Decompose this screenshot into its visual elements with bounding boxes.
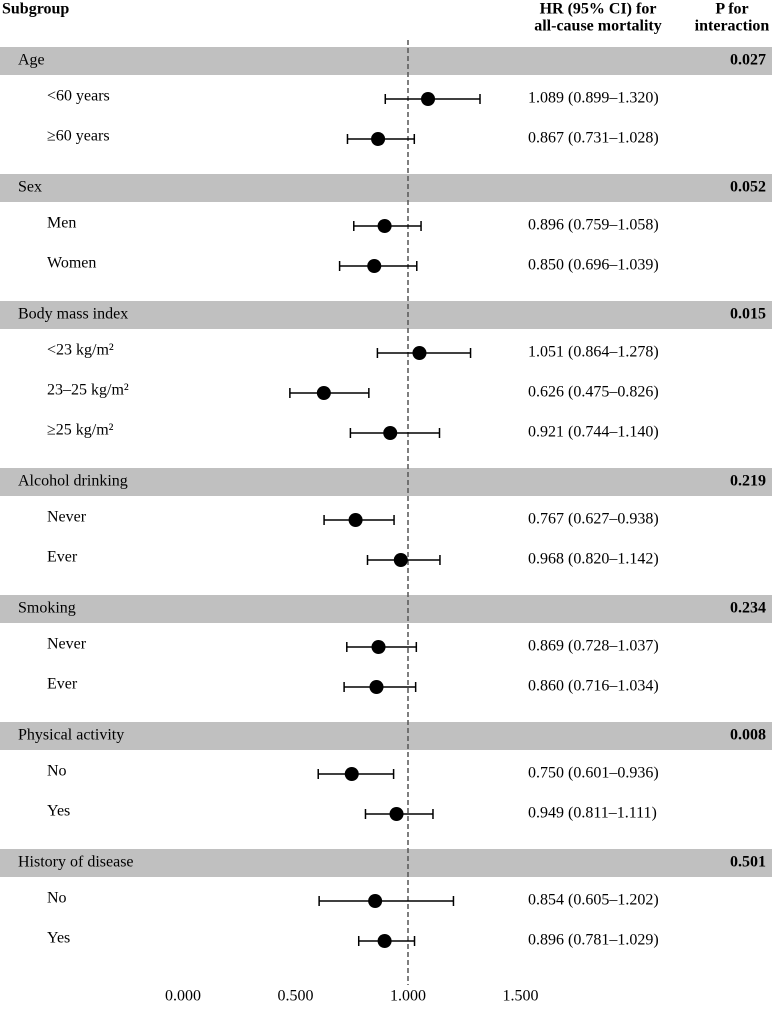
group-band bbox=[0, 174, 772, 202]
group-name: Alcohol drinking bbox=[18, 473, 128, 490]
group-band bbox=[0, 468, 772, 496]
p-header: P for bbox=[715, 1, 748, 18]
subgroup-label: No bbox=[47, 763, 67, 780]
hr-label: 0.854 (0.605–1.202) bbox=[528, 892, 659, 909]
group-band bbox=[0, 722, 772, 750]
hr-point bbox=[383, 426, 398, 440]
hr-point bbox=[316, 386, 331, 400]
x-tick-label: 1.500 bbox=[503, 988, 539, 1005]
p-interaction: 0.008 bbox=[730, 727, 766, 744]
hr-label: 0.860 (0.716–1.034) bbox=[528, 678, 659, 695]
subgroup-label: Never bbox=[47, 509, 87, 526]
group-name: Age bbox=[18, 52, 45, 69]
x-tick-label: 0.000 bbox=[165, 988, 201, 1005]
x-tick-label: 0.500 bbox=[278, 988, 314, 1005]
subgroup-label: 23–25 kg/m² bbox=[47, 382, 129, 399]
subgroup-label: Ever bbox=[47, 549, 78, 566]
hr-label: 0.869 (0.728–1.037) bbox=[528, 638, 659, 655]
x-tick-label: 1.000 bbox=[390, 988, 426, 1005]
group-band bbox=[0, 47, 772, 75]
hr-point bbox=[389, 807, 404, 821]
hr-point bbox=[377, 219, 392, 233]
subgroup-label: <60 years bbox=[47, 88, 110, 105]
hr-point bbox=[371, 640, 386, 654]
p-interaction: 0.052 bbox=[730, 179, 766, 196]
group-name: Smoking bbox=[18, 600, 76, 617]
group-name: Sex bbox=[18, 179, 42, 196]
subgroup-label: ≥25 kg/m² bbox=[47, 422, 114, 439]
hr-point bbox=[348, 513, 363, 527]
hr-label: 0.850 (0.696–1.039) bbox=[528, 257, 659, 274]
p-interaction: 0.234 bbox=[730, 600, 766, 617]
group-name: Physical activity bbox=[18, 727, 124, 744]
p-header: interaction bbox=[695, 18, 770, 35]
hr-label: 1.089 (0.899–1.320) bbox=[528, 90, 659, 107]
subgroup-header: Subgroup bbox=[2, 1, 69, 18]
group-band bbox=[0, 595, 772, 623]
subgroup-label: No bbox=[47, 890, 67, 907]
hr-label: 0.896 (0.781–1.029) bbox=[528, 932, 659, 949]
hr-header: all-cause mortality bbox=[534, 18, 662, 35]
subgroup-label: <23 kg/m² bbox=[47, 342, 114, 359]
subgroup-label: Men bbox=[47, 215, 76, 232]
hr-label: 0.867 (0.731–1.028) bbox=[528, 130, 659, 147]
hr-label: 0.968 (0.820–1.142) bbox=[528, 551, 659, 568]
hr-point bbox=[412, 346, 427, 360]
hr-label: 1.051 (0.864–1.278) bbox=[528, 344, 659, 361]
hr-label: 0.626 (0.475–0.826) bbox=[528, 384, 659, 401]
subgroup-label: Yes bbox=[47, 930, 70, 947]
p-interaction: 0.015 bbox=[730, 306, 766, 323]
group-band bbox=[0, 301, 772, 329]
hr-point bbox=[369, 680, 384, 694]
hr-header: HR (95% CI) for bbox=[540, 1, 657, 18]
subgroup-label: Never bbox=[47, 636, 87, 653]
hr-point bbox=[421, 92, 436, 106]
group-name: Body mass index bbox=[18, 306, 128, 323]
p-interaction: 0.027 bbox=[730, 52, 766, 69]
hr-label: 0.896 (0.759–1.058) bbox=[528, 217, 659, 234]
hr-point bbox=[371, 132, 386, 146]
hr-point bbox=[368, 894, 383, 908]
hr-label: 0.921 (0.744–1.140) bbox=[528, 424, 659, 441]
group-name: History of disease bbox=[18, 854, 134, 871]
subgroup-label: Women bbox=[47, 255, 96, 272]
hr-point bbox=[377, 934, 392, 948]
hr-point bbox=[393, 553, 408, 567]
subgroup-label: Yes bbox=[47, 803, 70, 820]
subgroup-label: Ever bbox=[47, 676, 78, 693]
hr-label: 0.949 (0.811–1.111) bbox=[528, 805, 657, 822]
hr-point bbox=[344, 767, 359, 781]
hr-point bbox=[367, 259, 382, 273]
p-interaction: 0.219 bbox=[730, 473, 766, 490]
p-interaction: 0.501 bbox=[730, 854, 766, 871]
group-band bbox=[0, 849, 772, 877]
subgroup-label: ≥60 years bbox=[47, 128, 110, 145]
hr-label: 0.750 (0.601–0.936) bbox=[528, 765, 659, 782]
hr-label: 0.767 (0.627–0.938) bbox=[528, 511, 659, 528]
